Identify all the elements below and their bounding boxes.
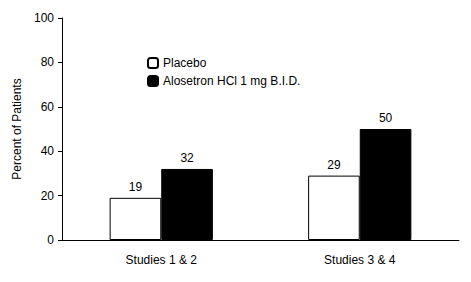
svg-text:Placebo: Placebo <box>163 56 207 70</box>
svg-text:0: 0 <box>47 233 54 247</box>
svg-text:19: 19 <box>129 180 143 194</box>
svg-text:Percent of Patients: Percent of Patients <box>10 78 24 179</box>
svg-text:50: 50 <box>379 111 393 125</box>
svg-text:Studies 3 & 4: Studies 3 & 4 <box>324 253 396 267</box>
svg-text:Studies 1 & 2: Studies 1 & 2 <box>126 253 198 267</box>
svg-text:80: 80 <box>41 55 55 69</box>
svg-text:32: 32 <box>180 151 194 165</box>
svg-text:Alosetron HCl 1 mg B.I.D.: Alosetron HCl 1 mg B.I.D. <box>163 74 300 88</box>
svg-text:29: 29 <box>327 158 341 172</box>
svg-text:100: 100 <box>34 11 54 25</box>
svg-text:40: 40 <box>41 144 55 158</box>
svg-text:60: 60 <box>41 100 55 114</box>
svg-text:20: 20 <box>41 189 55 203</box>
